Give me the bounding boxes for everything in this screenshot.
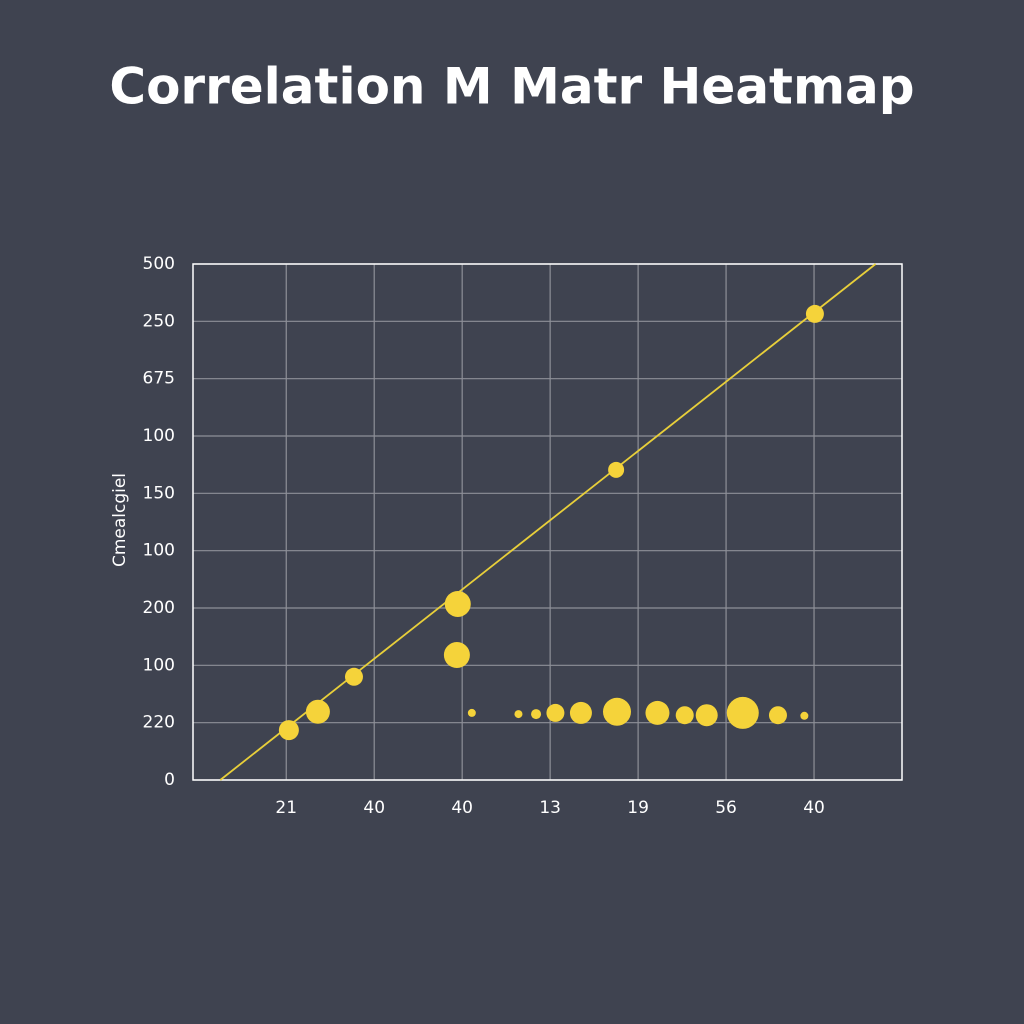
- scatter-point: [602, 697, 631, 726]
- scatter-point: [305, 699, 330, 724]
- scatter-point: [805, 304, 824, 323]
- scatter-point: [514, 710, 523, 719]
- scatter-point: [695, 704, 718, 727]
- y-tick-label: 200: [143, 598, 175, 618]
- y-tick-label: 250: [143, 311, 175, 331]
- y-tick-label: 100: [143, 541, 175, 561]
- x-tick-label: 21: [275, 798, 297, 818]
- y-tick-label: 0: [164, 770, 175, 790]
- scatter-point: [546, 703, 565, 722]
- y-tick-label: 675: [143, 369, 175, 389]
- scatter-point: [278, 720, 299, 741]
- scatter-point: [344, 667, 363, 686]
- x-tick-label: 19: [627, 798, 649, 818]
- x-tick-label: 40: [451, 798, 473, 818]
- y-tick-label: 100: [143, 426, 175, 446]
- y-axis-label: Cmealcgiel: [110, 473, 130, 567]
- scatter-point: [768, 706, 787, 725]
- chart-title: Correlation M Matr Heatmap: [109, 58, 914, 116]
- x-tick-label: 40: [803, 798, 825, 818]
- y-tick-label: 150: [143, 483, 175, 503]
- plot-border: [192, 263, 903, 781]
- x-tick-label: 56: [715, 798, 737, 818]
- x-tick-label: 40: [363, 798, 385, 818]
- y-tick-label: 100: [143, 655, 175, 675]
- scatter-point: [531, 709, 542, 720]
- scatter-point: [726, 696, 759, 729]
- scatter-point: [608, 461, 625, 478]
- scatter-point: [675, 706, 694, 725]
- x-tick-label: 13: [539, 798, 561, 818]
- scatter-point: [800, 711, 809, 720]
- y-tick-label: 220: [143, 713, 175, 733]
- scatter-point: [645, 700, 670, 725]
- scatter-point: [569, 701, 592, 724]
- scatter-point: [443, 642, 470, 669]
- trend-line: [219, 263, 877, 781]
- y-tick-label: 500: [143, 254, 175, 274]
- scatter-point: [444, 590, 471, 617]
- scatter-point: [467, 708, 476, 717]
